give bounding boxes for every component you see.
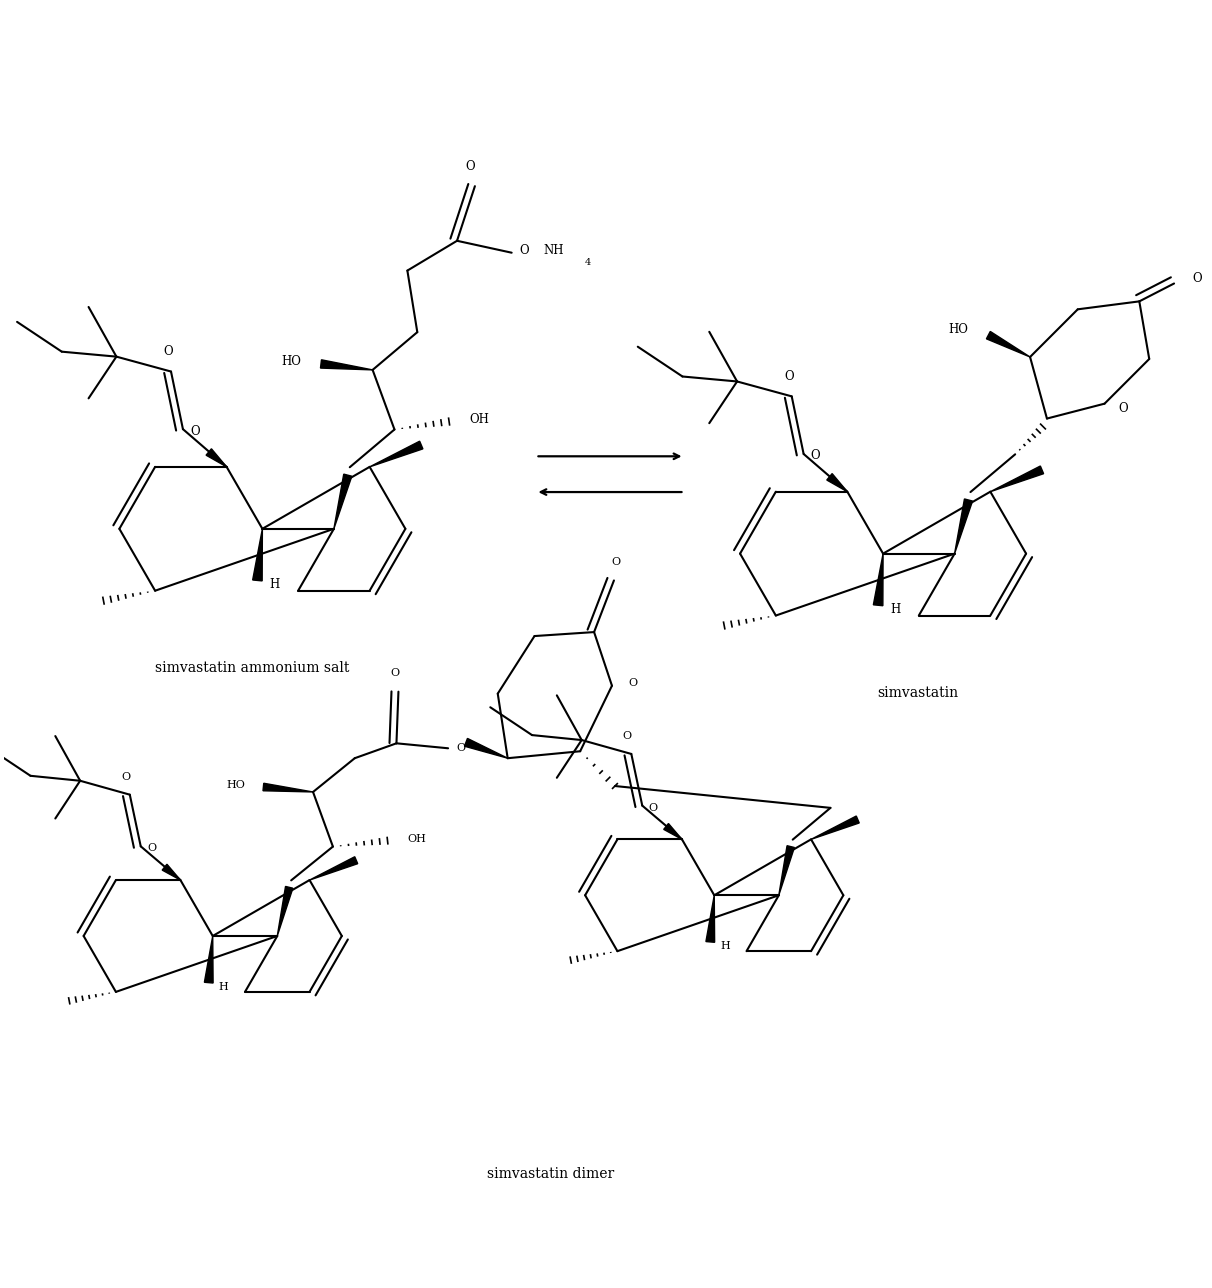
Text: O: O (121, 772, 131, 782)
Polygon shape (252, 529, 262, 581)
Text: O: O (465, 160, 475, 173)
Polygon shape (874, 554, 884, 605)
Text: simvastatin dimer: simvastatin dimer (487, 1167, 614, 1181)
Polygon shape (955, 498, 972, 554)
Text: H: H (219, 981, 229, 992)
Text: O: O (457, 743, 465, 753)
Text: O: O (190, 425, 200, 438)
Text: O: O (629, 677, 638, 688)
Text: HO: HO (281, 355, 301, 368)
Polygon shape (370, 442, 423, 466)
Polygon shape (309, 857, 358, 880)
Polygon shape (278, 886, 293, 936)
Polygon shape (779, 846, 794, 895)
Polygon shape (205, 936, 213, 983)
Text: O: O (1119, 402, 1128, 415)
Polygon shape (990, 466, 1044, 492)
Polygon shape (664, 823, 682, 840)
Text: O: O (1191, 272, 1201, 285)
Polygon shape (987, 331, 1030, 357)
Text: O: O (611, 556, 621, 567)
Text: simvastatin ammonium salt: simvastatin ammonium salt (155, 661, 349, 675)
Text: O: O (648, 802, 658, 813)
Text: simvastatin: simvastatin (877, 685, 959, 699)
Text: OH: OH (469, 413, 488, 426)
Text: NH: NH (543, 245, 564, 258)
Polygon shape (827, 474, 847, 492)
Text: O: O (390, 667, 399, 677)
Polygon shape (263, 783, 313, 792)
Text: 4: 4 (585, 258, 591, 267)
Text: O: O (811, 450, 821, 462)
Text: O: O (147, 844, 156, 853)
Text: H: H (890, 603, 901, 616)
Polygon shape (705, 895, 715, 943)
Polygon shape (464, 738, 508, 759)
Text: O: O (784, 370, 794, 383)
Polygon shape (162, 864, 181, 880)
Text: HO: HO (227, 781, 246, 790)
Polygon shape (811, 817, 859, 840)
Text: H: H (720, 942, 730, 951)
Text: O: O (164, 345, 173, 358)
Text: H: H (269, 578, 280, 591)
Text: HO: HO (949, 323, 968, 336)
Polygon shape (333, 474, 351, 529)
Polygon shape (320, 359, 372, 370)
Text: OH: OH (407, 833, 427, 844)
Text: O: O (520, 245, 530, 258)
Polygon shape (206, 448, 227, 466)
Text: O: O (623, 732, 631, 741)
